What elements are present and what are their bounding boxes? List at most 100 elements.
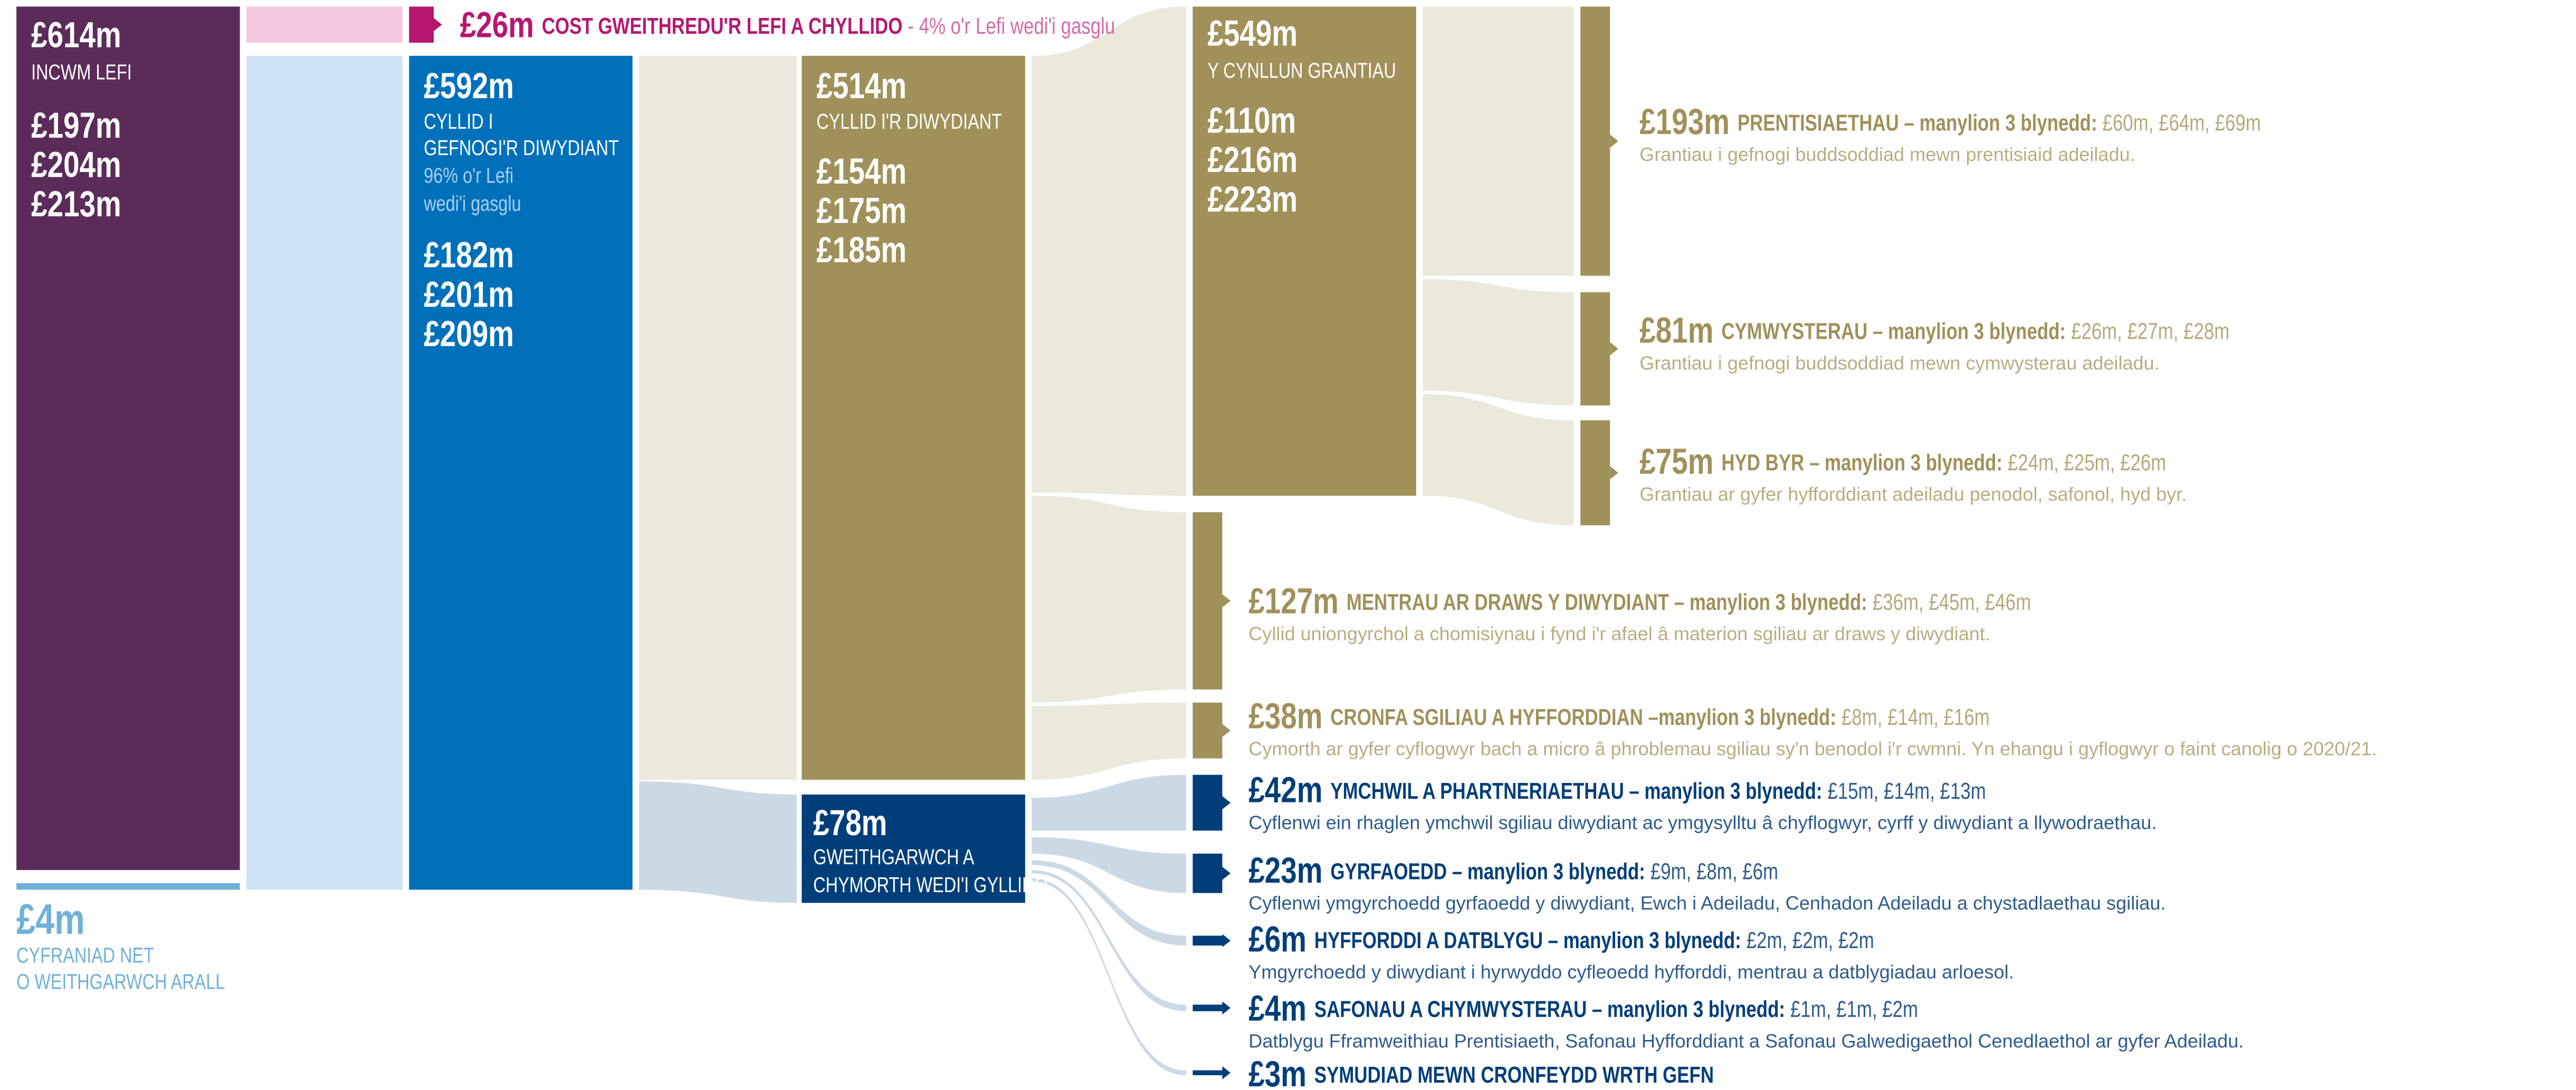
flow-ribbon bbox=[1032, 702, 1186, 780]
label: £209m bbox=[424, 314, 514, 354]
item-heading: £6m HYFFORDDI A DATBLYGU – manylion 3 bly… bbox=[1248, 920, 1874, 960]
label: £514m bbox=[816, 66, 907, 106]
outcome-arrow bbox=[1222, 724, 1231, 738]
flow-ribbon bbox=[1032, 870, 1186, 1011]
funding-flow bbox=[246, 55, 403, 890]
outcome-arrow bbox=[1222, 594, 1231, 608]
label: Y CYNLLUN GRANTIAU bbox=[1207, 59, 1396, 82]
outcome-arrow bbox=[1610, 466, 1618, 480]
item-description: Grantiau ar gyfer hyfforddiant adeiladu … bbox=[1639, 483, 2187, 505]
item-title: CRONFA SGILIAU A HYFFORDDIAN –manylion 3… bbox=[1330, 705, 1836, 731]
label: wedi'i gasglu bbox=[423, 192, 521, 215]
flow-ribbon bbox=[1032, 495, 1186, 703]
label: £185m bbox=[816, 231, 907, 271]
supported-flow bbox=[639, 781, 797, 903]
item-title: SAFONAU A CHYMWYSTERAU – manylion 3 blyn… bbox=[1314, 997, 1785, 1023]
label: O WEITHGARWCH ARALL bbox=[16, 970, 225, 993]
item-description: Cyflenwi ein rhaglen ymchwil sgiliau diw… bbox=[1248, 811, 2157, 833]
label: £154m bbox=[816, 151, 907, 192]
outcome-bar bbox=[1580, 420, 1610, 525]
label: £110m bbox=[1207, 101, 1296, 141]
item-title: PRENTISIAETHAU – manylion 3 blynedd: bbox=[1738, 110, 2097, 136]
item-title: SYMUDIAD MEWN CRONFEYDD WRTH GEFN bbox=[1314, 1063, 1714, 1088]
item-detail: £26m, £27m, £28m bbox=[2071, 319, 2229, 345]
label: GEFNOGI'R DIWYDIANT bbox=[424, 136, 618, 159]
cost-arrow bbox=[409, 6, 442, 43]
item-heading: £42m YMCHWIL A PHARTNERIAETHAU – manylion… bbox=[1248, 770, 1986, 810]
label: £592m bbox=[424, 66, 514, 106]
item-description: Grantiau i gefnogi buddsoddiad mewn cymw… bbox=[1639, 352, 2159, 374]
label: £175m bbox=[816, 191, 907, 231]
flow-ribbon bbox=[1423, 6, 1574, 276]
cost-note: - 4% o'r Lefi wedi'i gasglu bbox=[908, 14, 1115, 40]
label: £216m bbox=[1207, 140, 1297, 180]
item-heading: £3m SYMUDIAD MEWN CRONFEYDD WRTH GEFN bbox=[1248, 1054, 1714, 1090]
label: £78m bbox=[813, 803, 887, 843]
item-description: Grantiau i gefnogi buddsoddiad mewn pren… bbox=[1639, 144, 2135, 165]
item-title: MENTRAU AR DRAWS Y DIWYDIANT – manylion … bbox=[1347, 590, 1867, 616]
label: CYFRANIAD NET bbox=[16, 943, 154, 967]
label: GWEITHGARWCH A bbox=[813, 845, 975, 869]
label: £201m bbox=[424, 275, 514, 315]
flow-ribbon bbox=[1423, 279, 1574, 406]
grants-node bbox=[1192, 6, 1416, 496]
label: CYLLID I'R DIWYDIANT bbox=[816, 110, 1002, 133]
label: 96% o'r Lefi bbox=[424, 164, 513, 187]
item-title: HYD BYR – manylion 3 blynedd: bbox=[1721, 450, 2002, 476]
item-description: Ymgyrchoedd y diwydiant i hyrwyddo cyfle… bbox=[1248, 961, 2014, 983]
outcome-arrow bbox=[1222, 934, 1231, 948]
outcome-arrow bbox=[1610, 342, 1618, 356]
flow-ribbon bbox=[1032, 878, 1186, 1075]
flow-ribbon bbox=[1032, 6, 1186, 496]
label: INCWM LEFI bbox=[31, 60, 132, 84]
item-amount: £23m bbox=[1248, 851, 1322, 891]
item-detail: £24m, £25m, £26m bbox=[2008, 450, 2166, 476]
item-title: YMCHWIL A PHARTNERIAETHAU – manylion 3 b… bbox=[1330, 779, 1822, 805]
cost-amount: £26m bbox=[460, 5, 534, 45]
item-title: GYRFAOEDD – manylion 3 blynedd: bbox=[1330, 859, 1645, 885]
budget-flow bbox=[639, 55, 797, 780]
item-amount: £6m bbox=[1248, 920, 1306, 960]
item-detail: £36m, £45m, £46m bbox=[1873, 590, 2031, 616]
flow-ribbon bbox=[1032, 775, 1186, 831]
budget-node bbox=[802, 55, 1025, 780]
item-amount: £4m bbox=[1248, 989, 1306, 1029]
label: £614m bbox=[31, 15, 121, 55]
outcome-bar bbox=[1192, 1005, 1223, 1011]
label: £204m bbox=[31, 145, 121, 185]
item-heading: £193m PRENTISIAETHAU – manylion 3 blynedd… bbox=[1639, 102, 2261, 142]
label: £4m bbox=[16, 895, 85, 943]
item-detail: £2m, £2m, £2m bbox=[1747, 928, 1874, 954]
outcome-bar bbox=[1192, 1070, 1223, 1075]
item-amount: £75m bbox=[1639, 442, 1713, 482]
item-heading: £75m HYD BYR – manylion 3 blynedd: £24m, £… bbox=[1639, 442, 2166, 482]
label: £213m bbox=[31, 184, 121, 224]
outcome-arrow bbox=[1222, 796, 1231, 809]
flow-ribbon bbox=[1032, 837, 1186, 893]
outcome-arrow bbox=[1222, 1066, 1231, 1079]
item-heading: £38m CRONFA SGILIAU A HYFFORDDIAN –manyli… bbox=[1248, 696, 1990, 737]
label: CHYMORTH WEDI'I GYLLIDO bbox=[813, 873, 1047, 896]
flow-ribbon bbox=[1423, 394, 1574, 525]
label: £182m bbox=[424, 235, 514, 275]
levy-node bbox=[16, 6, 240, 871]
flow-ribbon bbox=[1032, 860, 1186, 946]
label: CYLLID I bbox=[424, 110, 493, 133]
item-heading: £23m GYRFAOEDD – manylion 3 blynedd: £9m, … bbox=[1248, 851, 1778, 891]
outcome-bar bbox=[1192, 702, 1223, 759]
funding-node bbox=[409, 55, 633, 890]
item-detail: £9m, £8m, £6m bbox=[1650, 859, 1778, 885]
outcome-bar bbox=[1192, 775, 1223, 831]
outcome-arrow bbox=[1610, 135, 1618, 148]
label: £197m bbox=[31, 106, 121, 146]
item-detail: £8m, £14m, £16m bbox=[1842, 705, 1990, 731]
item-amount: £38m bbox=[1248, 696, 1322, 737]
other-node bbox=[16, 883, 240, 890]
outcome-bar bbox=[1192, 512, 1223, 690]
cost-flow bbox=[246, 6, 403, 43]
outcome-bar bbox=[1192, 853, 1223, 893]
item-description: Cyllid uniongyrchol a chomisiynau i fynd… bbox=[1248, 623, 1990, 645]
outcome-bars bbox=[1192, 6, 1618, 1079]
